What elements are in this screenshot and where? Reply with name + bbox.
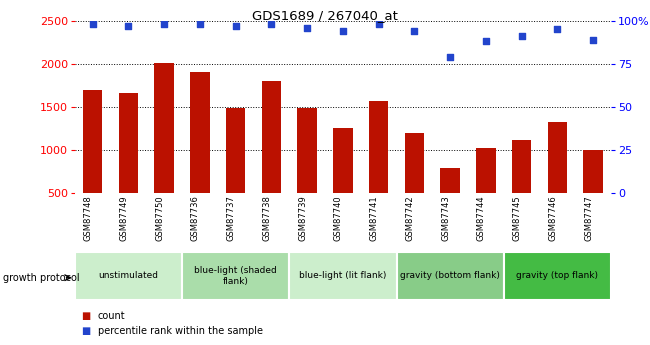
Bar xyxy=(190,72,210,236)
Bar xyxy=(297,108,317,236)
Bar xyxy=(226,108,246,236)
FancyBboxPatch shape xyxy=(396,252,504,300)
Point xyxy=(588,37,598,42)
Text: GSM87737: GSM87737 xyxy=(227,195,235,241)
Text: GSM87740: GSM87740 xyxy=(334,195,343,240)
Text: blue-light (lit flank): blue-light (lit flank) xyxy=(299,272,387,280)
FancyBboxPatch shape xyxy=(75,252,182,300)
Text: GDS1689 / 267040_at: GDS1689 / 267040_at xyxy=(252,9,398,22)
Text: GSM87743: GSM87743 xyxy=(441,195,450,241)
Text: GSM87750: GSM87750 xyxy=(155,195,164,240)
Bar xyxy=(154,63,174,236)
Text: unstimulated: unstimulated xyxy=(98,272,159,280)
Text: GSM87747: GSM87747 xyxy=(584,195,593,241)
Bar xyxy=(404,133,424,236)
Point xyxy=(87,21,98,27)
Text: GSM87744: GSM87744 xyxy=(477,195,486,240)
Text: gravity (top flank): gravity (top flank) xyxy=(516,272,599,280)
Text: GSM87745: GSM87745 xyxy=(513,195,521,240)
Text: ■: ■ xyxy=(81,311,90,321)
Point xyxy=(516,33,526,39)
Bar xyxy=(333,128,353,236)
Point xyxy=(552,27,563,32)
Bar xyxy=(261,81,281,236)
Point xyxy=(302,25,312,30)
Text: gravity (bottom flank): gravity (bottom flank) xyxy=(400,272,500,280)
Text: blue-light (shaded
flank): blue-light (shaded flank) xyxy=(194,266,277,286)
Point xyxy=(373,21,384,27)
Text: GSM87739: GSM87739 xyxy=(298,195,307,241)
Bar xyxy=(369,101,389,236)
Text: GSM87746: GSM87746 xyxy=(549,195,558,241)
FancyBboxPatch shape xyxy=(504,252,611,300)
Bar xyxy=(118,93,138,236)
Text: growth protocol: growth protocol xyxy=(3,273,80,283)
Point xyxy=(266,21,277,27)
Text: GSM87738: GSM87738 xyxy=(263,195,272,241)
Point xyxy=(230,23,240,29)
Point xyxy=(410,28,420,34)
Text: GSM87749: GSM87749 xyxy=(120,195,129,240)
Bar xyxy=(83,90,103,236)
Text: GSM87736: GSM87736 xyxy=(191,195,200,241)
Text: GSM87748: GSM87748 xyxy=(84,195,92,241)
FancyBboxPatch shape xyxy=(289,252,396,300)
Bar xyxy=(547,122,567,236)
Point xyxy=(159,21,169,27)
Bar xyxy=(476,148,496,236)
Bar xyxy=(512,140,532,236)
Bar xyxy=(440,168,460,236)
Text: count: count xyxy=(98,311,125,321)
Text: GSM87741: GSM87741 xyxy=(370,195,378,240)
Point xyxy=(481,39,491,44)
Text: percentile rank within the sample: percentile rank within the sample xyxy=(98,326,263,336)
Point xyxy=(195,21,205,27)
Point xyxy=(124,23,134,29)
Text: ■: ■ xyxy=(81,326,90,336)
Point xyxy=(338,28,348,34)
FancyBboxPatch shape xyxy=(182,252,289,300)
Text: GSM87742: GSM87742 xyxy=(406,195,415,240)
Bar xyxy=(583,150,603,236)
Point xyxy=(445,54,455,60)
